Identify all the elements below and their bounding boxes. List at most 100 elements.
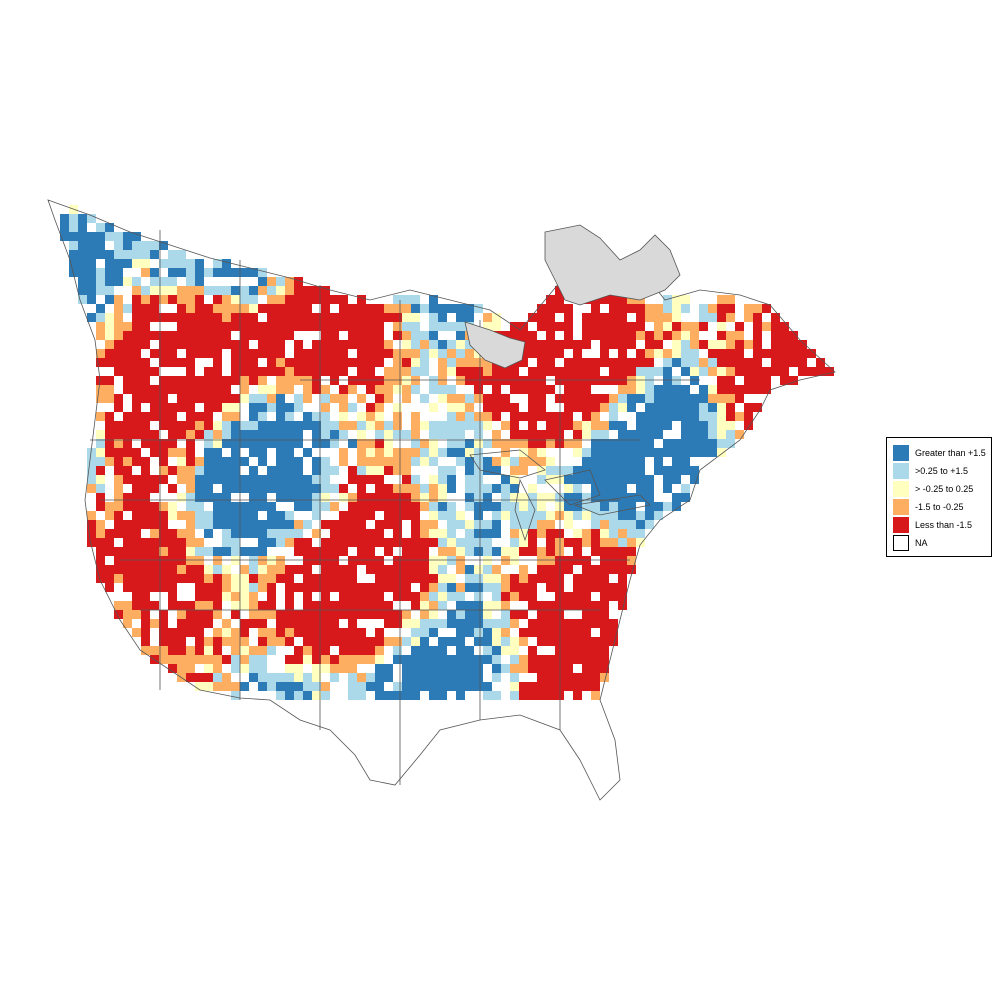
trend-cell <box>159 583 168 592</box>
trend-cell <box>591 313 600 322</box>
trend-cell <box>663 502 672 511</box>
trend-cell <box>726 421 735 430</box>
trend-cell <box>474 628 483 637</box>
trend-cell <box>222 529 231 538</box>
trend-cell <box>123 520 132 529</box>
trend-cell <box>285 538 294 547</box>
trend-cell <box>186 367 195 376</box>
trend-cell <box>294 682 303 691</box>
trend-cell <box>456 691 465 700</box>
trend-cell <box>762 349 771 358</box>
trend-cell <box>321 502 330 511</box>
trend-cell <box>492 367 501 376</box>
trend-cell <box>654 448 663 457</box>
trend-cell <box>384 376 393 385</box>
trend-cell <box>582 340 591 349</box>
trend-cell <box>474 520 483 529</box>
trend-cell <box>87 457 96 466</box>
trend-cell <box>339 493 348 502</box>
trend-cell <box>123 421 132 430</box>
trend-cell <box>105 313 114 322</box>
trend-cell <box>222 673 231 682</box>
trend-cell <box>600 529 609 538</box>
trend-cell <box>294 358 303 367</box>
trend-cell <box>492 313 501 322</box>
trend-cell <box>132 565 141 574</box>
trend-cell <box>150 565 159 574</box>
trend-cell <box>312 664 321 673</box>
trend-cell <box>465 457 474 466</box>
trend-cell <box>474 529 483 538</box>
trend-cell <box>186 502 195 511</box>
trend-cell <box>429 556 438 565</box>
trend-cell <box>447 448 456 457</box>
trend-cell <box>339 313 348 322</box>
trend-cell <box>438 421 447 430</box>
trend-cell <box>546 439 555 448</box>
trend-cell <box>357 691 366 700</box>
trend-cell <box>87 538 96 547</box>
trend-cell <box>780 358 789 367</box>
trend-cell <box>600 610 609 619</box>
trend-cell <box>492 412 501 421</box>
trend-cell <box>420 448 429 457</box>
trend-cell <box>537 340 546 349</box>
trend-cell <box>240 385 249 394</box>
trend-cell <box>699 448 708 457</box>
trend-cell <box>501 511 510 520</box>
trend-cell <box>573 367 582 376</box>
trend-cell <box>258 376 267 385</box>
trend-cell <box>177 268 186 277</box>
trend-cell <box>618 556 627 565</box>
trend-cell <box>348 610 357 619</box>
trend-cell <box>465 502 474 511</box>
trend-cell <box>492 691 501 700</box>
trend-cell <box>753 340 762 349</box>
trend-cell <box>411 646 420 655</box>
trend-cell <box>564 646 573 655</box>
trend-cell <box>447 466 456 475</box>
legend-swatch <box>893 499 909 515</box>
trend-cell <box>591 457 600 466</box>
trend-cell <box>213 574 222 583</box>
trend-cell <box>501 439 510 448</box>
trend-cell <box>159 565 168 574</box>
trend-cell <box>510 493 519 502</box>
trend-cell <box>618 520 627 529</box>
trend-cell <box>60 232 69 241</box>
trend-cell <box>708 403 717 412</box>
trend-cell <box>618 448 627 457</box>
trend-cell <box>654 430 663 439</box>
trend-cell <box>294 322 303 331</box>
trend-cell <box>105 376 114 385</box>
trend-cell <box>474 637 483 646</box>
trend-cell <box>456 583 465 592</box>
trend-cell <box>555 430 564 439</box>
trend-cell <box>186 349 195 358</box>
trend-cell <box>222 574 231 583</box>
trend-cell <box>483 565 492 574</box>
trend-cell <box>537 556 546 565</box>
trend-cell <box>231 304 240 313</box>
trend-cell <box>222 583 231 592</box>
trend-cell <box>492 520 501 529</box>
trend-cell <box>168 583 177 592</box>
trend-cell <box>420 682 429 691</box>
trend-cell <box>321 682 330 691</box>
trend-cell <box>366 358 375 367</box>
trend-cell <box>357 358 366 367</box>
trend-cell <box>222 619 231 628</box>
trend-cell <box>285 277 294 286</box>
trend-cell <box>546 574 555 583</box>
trend-cell <box>159 646 168 655</box>
trend-cell <box>141 268 150 277</box>
trend-cell <box>483 502 492 511</box>
trend-cell <box>483 421 492 430</box>
trend-cell <box>438 493 447 502</box>
trend-cell <box>609 565 618 574</box>
trend-cell <box>618 313 627 322</box>
trend-cell <box>429 691 438 700</box>
trend-cell <box>564 331 573 340</box>
trend-cell <box>393 529 402 538</box>
trend-cell <box>213 682 222 691</box>
